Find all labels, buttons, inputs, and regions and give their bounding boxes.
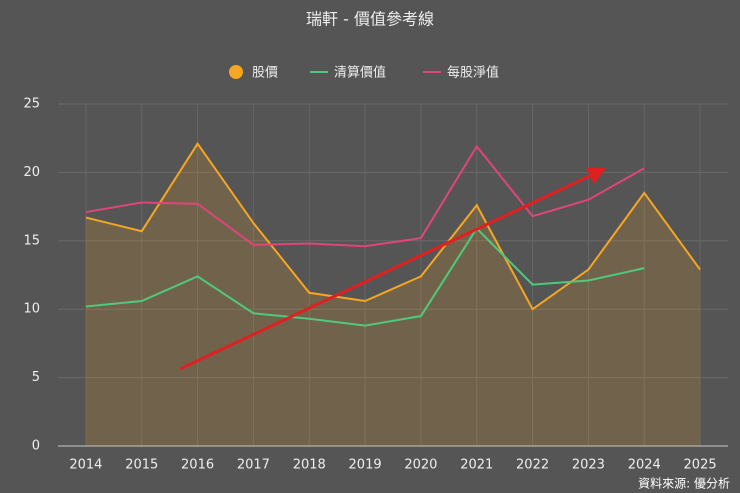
x-tick-label: 2024 xyxy=(628,458,661,473)
y-tick-label: 10 xyxy=(23,302,40,317)
x-tick-label: 2025 xyxy=(684,458,717,473)
area xyxy=(85,143,701,446)
y-tick-label: 5 xyxy=(32,370,40,385)
y-tick-label: 15 xyxy=(23,233,40,248)
legend-label: 每股淨值 xyxy=(447,65,499,81)
line xyxy=(85,226,645,327)
line xyxy=(85,141,701,311)
x-tick-label: 2022 xyxy=(516,458,549,473)
y-tick-label: 25 xyxy=(23,97,40,112)
y-tick-label: 0 xyxy=(32,439,40,454)
x-tick-label: 2015 xyxy=(125,458,158,473)
chart-title: 瑞軒 - 價值參考線 xyxy=(306,10,434,29)
x-tick-label: 2017 xyxy=(237,458,270,473)
x-tick-label: 2020 xyxy=(404,458,437,473)
x-tick-label: 2021 xyxy=(460,458,493,473)
legend-symbol xyxy=(229,65,243,79)
x-tick-label: 2016 xyxy=(181,458,214,473)
source-note: 資料來源: 優分析 xyxy=(638,477,730,491)
legend-label: 清算價值 xyxy=(334,65,386,81)
line xyxy=(85,144,645,248)
x-tick-label: 2019 xyxy=(349,458,382,473)
x-tick-label: 2018 xyxy=(293,458,326,473)
x-tick-label: 2014 xyxy=(69,458,102,473)
trend-arrow xyxy=(179,167,607,371)
legend-label: 股價 xyxy=(252,66,278,81)
x-tick-label: 2023 xyxy=(572,458,605,473)
y-tick-label: 20 xyxy=(23,165,40,180)
